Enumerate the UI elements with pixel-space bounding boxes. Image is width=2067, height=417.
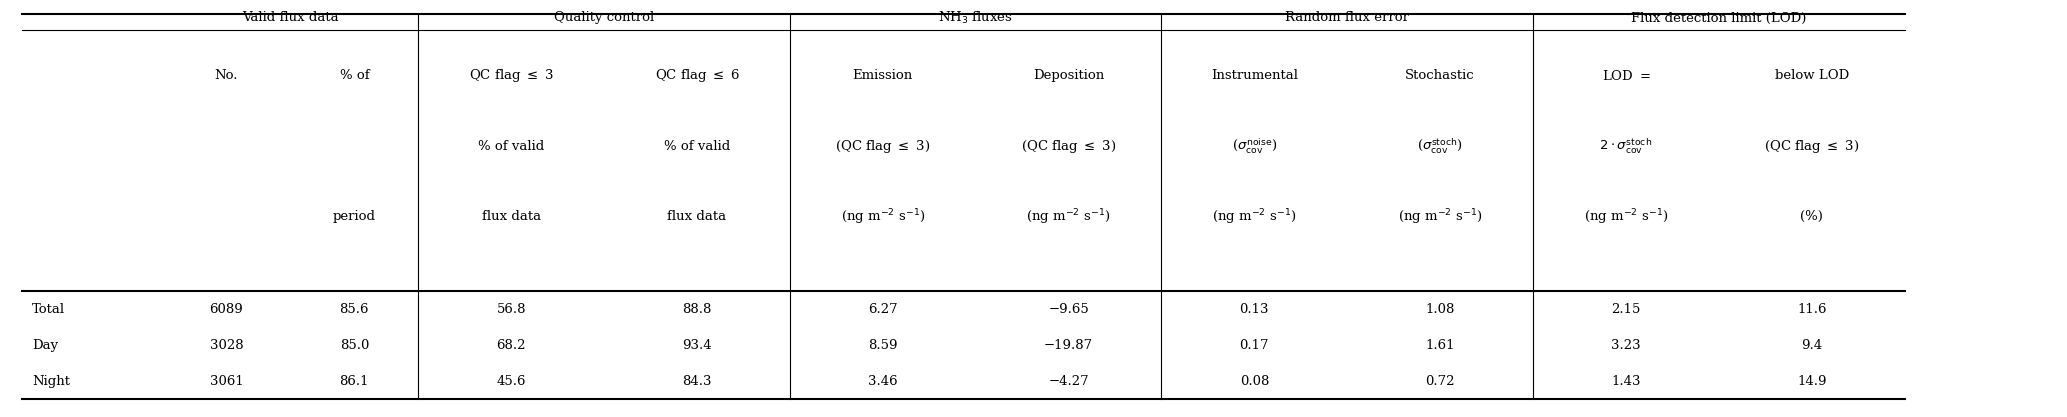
Text: Flux detection limit (LOD): Flux detection limit (LOD): [1631, 11, 1807, 25]
Text: % of: % of: [339, 70, 370, 83]
Text: −9.65: −9.65: [1048, 303, 1089, 316]
Text: (QC flag $\leq$ 3): (QC flag $\leq$ 3): [1763, 138, 1860, 155]
Text: below LOD: below LOD: [1776, 70, 1848, 83]
Text: 93.4: 93.4: [682, 339, 711, 352]
Text: ($\sigma^{\mathrm{stoch}}_{\mathrm{cov}}$): ($\sigma^{\mathrm{stoch}}_{\mathrm{cov}}…: [1418, 137, 1463, 156]
Text: (ng m$^{-2}$ s$^{-1}$): (ng m$^{-2}$ s$^{-1}$): [841, 207, 926, 226]
Text: 85.6: 85.6: [339, 303, 370, 316]
Text: 3.23: 3.23: [1610, 339, 1641, 352]
Text: 0.72: 0.72: [1426, 374, 1455, 387]
Text: Day: Day: [33, 339, 58, 352]
Text: (ng m$^{-2}$ s$^{-1}$): (ng m$^{-2}$ s$^{-1}$): [1211, 207, 1296, 226]
Text: 3.46: 3.46: [868, 374, 897, 387]
Text: 11.6: 11.6: [1796, 303, 1827, 316]
Text: Night: Night: [33, 374, 70, 387]
Text: No.: No.: [215, 70, 238, 83]
Text: period: period: [333, 210, 376, 223]
Text: −4.27: −4.27: [1048, 374, 1089, 387]
Text: −19.87: −19.87: [1044, 339, 1093, 352]
Text: Instrumental: Instrumental: [1211, 70, 1298, 83]
Text: 3028: 3028: [209, 339, 244, 352]
Text: Stochastic: Stochastic: [1406, 70, 1476, 83]
Text: 45.6: 45.6: [496, 374, 525, 387]
Text: flux data: flux data: [668, 210, 728, 223]
Text: 1.43: 1.43: [1610, 374, 1641, 387]
Text: (ng m$^{-2}$ s$^{-1}$): (ng m$^{-2}$ s$^{-1}$): [1397, 207, 1482, 226]
Text: % of valid: % of valid: [664, 140, 730, 153]
Text: 14.9: 14.9: [1796, 374, 1827, 387]
Text: 86.1: 86.1: [339, 374, 370, 387]
Text: (QC flag $\leq$ 3): (QC flag $\leq$ 3): [1021, 138, 1116, 155]
Text: Quality control: Quality control: [554, 11, 655, 25]
Text: 88.8: 88.8: [682, 303, 711, 316]
Text: 68.2: 68.2: [496, 339, 525, 352]
Text: (QC flag $\leq$ 3): (QC flag $\leq$ 3): [835, 138, 930, 155]
Text: 6.27: 6.27: [868, 303, 897, 316]
Text: 2.15: 2.15: [1612, 303, 1641, 316]
Text: QC flag $\leq$ 6: QC flag $\leq$ 6: [655, 68, 740, 85]
Text: % of valid: % of valid: [477, 140, 544, 153]
Text: LOD $=$: LOD $=$: [1602, 69, 1649, 83]
Text: Valid flux data: Valid flux data: [242, 11, 339, 25]
Text: 0.13: 0.13: [1240, 303, 1269, 316]
Text: 0.17: 0.17: [1240, 339, 1269, 352]
Text: Deposition: Deposition: [1034, 70, 1104, 83]
Text: 56.8: 56.8: [496, 303, 525, 316]
Text: QC flag $\leq$ 3: QC flag $\leq$ 3: [469, 68, 554, 85]
Text: NH$_3$ fluxes: NH$_3$ fluxes: [938, 10, 1013, 26]
Text: Random flux error: Random flux error: [1286, 11, 1410, 25]
Text: 3061: 3061: [209, 374, 244, 387]
Text: 1.08: 1.08: [1426, 303, 1455, 316]
Text: flux data: flux data: [482, 210, 542, 223]
Text: 8.59: 8.59: [868, 339, 897, 352]
Text: Emission: Emission: [854, 70, 914, 83]
Text: 0.08: 0.08: [1240, 374, 1269, 387]
Text: 6089: 6089: [209, 303, 244, 316]
Text: 9.4: 9.4: [1800, 339, 1823, 352]
Text: $2 \cdot \sigma^{\mathrm{stoch}}_{\mathrm{cov}}$: $2 \cdot \sigma^{\mathrm{stoch}}_{\mathr…: [1600, 137, 1652, 156]
Text: Total: Total: [33, 303, 66, 316]
Text: (%): (%): [1800, 210, 1823, 223]
Text: ($\sigma^{\mathrm{noise}}_{\mathrm{cov}}$): ($\sigma^{\mathrm{noise}}_{\mathrm{cov}}…: [1232, 137, 1277, 156]
Text: 84.3: 84.3: [682, 374, 711, 387]
Text: 85.0: 85.0: [339, 339, 370, 352]
Text: (ng m$^{-2}$ s$^{-1}$): (ng m$^{-2}$ s$^{-1}$): [1583, 207, 1668, 226]
Text: 1.61: 1.61: [1426, 339, 1455, 352]
Text: (ng m$^{-2}$ s$^{-1}$): (ng m$^{-2}$ s$^{-1}$): [1027, 207, 1110, 226]
